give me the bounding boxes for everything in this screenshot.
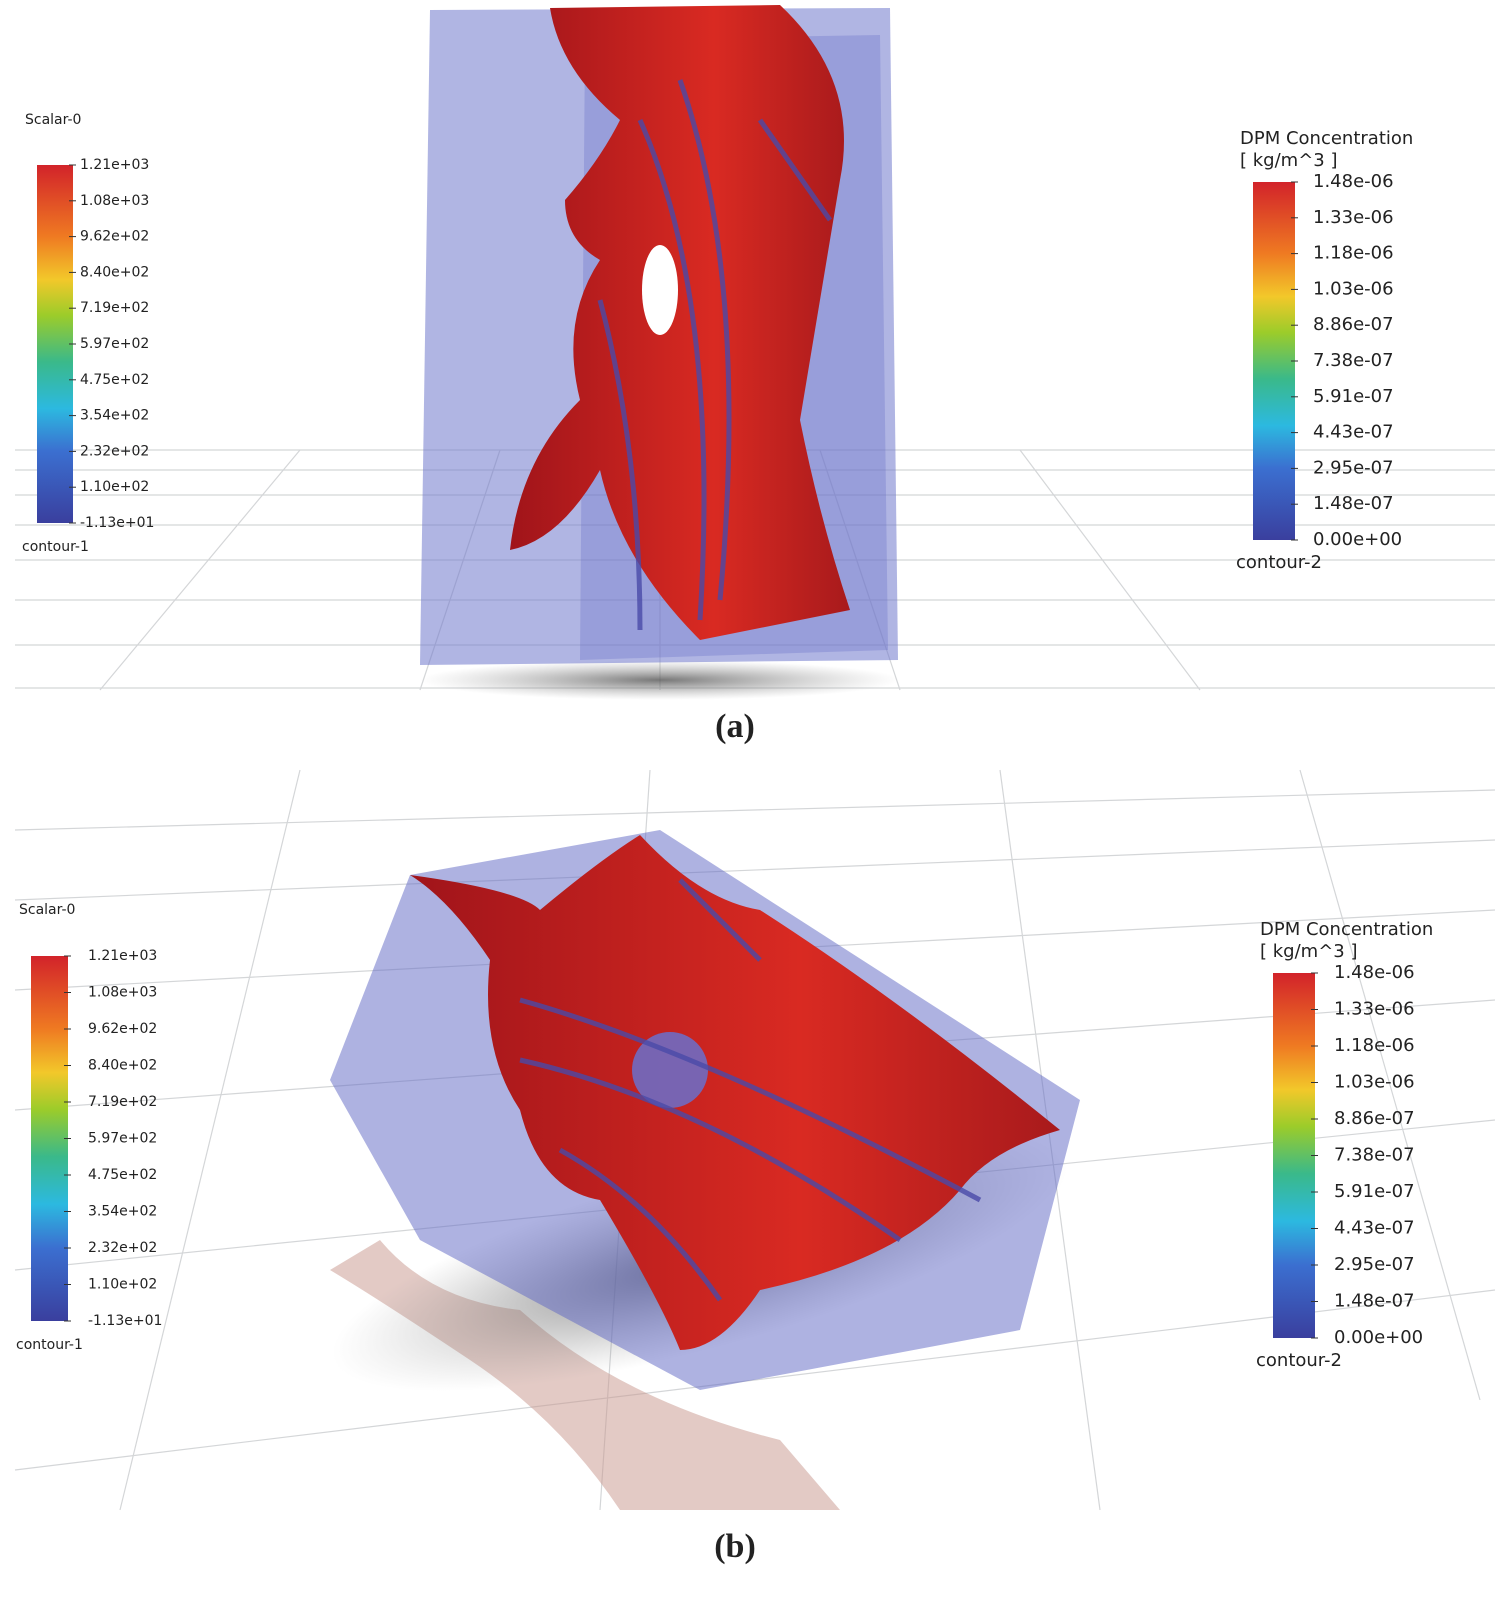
colorbar-label: 1.08e+03 (80, 193, 149, 209)
colorbar-label: 1.48e-07 (1313, 493, 1394, 514)
colorbar-label: 1.10e+02 (88, 1277, 157, 1293)
colorbar-label: 7.19e+02 (88, 1094, 157, 1110)
legend-name: contour-1 (22, 539, 89, 555)
legend-name: contour-2 (1236, 552, 1322, 573)
legend-title: Scalar-0 (19, 902, 75, 918)
colorbar-label: 0.00e+00 (1334, 1327, 1423, 1348)
opening (632, 1032, 708, 1108)
colorbar-label: 1.10e+02 (80, 479, 149, 495)
colorbar-label: 5.97e+02 (88, 1131, 157, 1147)
colorbar (1253, 182, 1295, 540)
legend-name: contour-1 (16, 1337, 83, 1353)
colorbar-label: -1.13e+01 (80, 515, 154, 531)
colorbar-label: 1.03e-06 (1334, 1072, 1415, 1093)
colorbar-label: 1.33e-06 (1313, 207, 1394, 228)
colorbar (1273, 973, 1315, 1338)
colorbar (37, 165, 73, 523)
legend-unit: [ kg/m^3 ] (1240, 150, 1337, 171)
colorbar-label: 4.43e-07 (1334, 1218, 1415, 1239)
particle-tracks (597, 79, 833, 631)
colorbar-label: 4.75e+02 (88, 1167, 157, 1183)
colorbar-label: 2.95e-07 (1334, 1254, 1415, 1275)
colorbar-label: 1.21e+03 (80, 157, 149, 173)
colorbar-label: 2.95e-07 (1313, 457, 1394, 478)
colorbar-label: 1.03e-06 (1313, 278, 1394, 299)
legend-title: Scalar-0 (25, 112, 81, 128)
colorbar-label: 8.40e+02 (88, 1058, 157, 1074)
colorbar-label: 3.54e+02 (88, 1204, 157, 1220)
legend-name: contour-2 (1256, 1350, 1342, 1371)
legend-title: DPM Concentration (1240, 128, 1413, 149)
airway-surface (410, 835, 1060, 1350)
colorbar-label: 1.48e-06 (1334, 962, 1415, 983)
colorbar-label: 7.38e-07 (1334, 1145, 1415, 1166)
colorbar-label: 4.75e+02 (80, 372, 149, 388)
colorbar-label: 1.33e-06 (1334, 999, 1415, 1020)
colorbar-label: 8.86e-07 (1334, 1108, 1415, 1129)
colorbar-label: 5.91e-07 (1334, 1181, 1415, 1202)
particle-tracks (519, 878, 982, 1302)
colorbar-label: 7.38e-07 (1313, 350, 1394, 371)
colorbar-label: 1.08e+03 (88, 985, 157, 1001)
legend-unit: [ kg/m^3 ] (1260, 941, 1357, 962)
colorbar-label: 1.48e-07 (1334, 1291, 1415, 1312)
airway-surface (510, 5, 850, 640)
colorbar-label: 3.54e+02 (80, 408, 149, 424)
colorbar-label: 1.18e-06 (1334, 1035, 1415, 1056)
caption: (b) (714, 1528, 756, 1565)
colorbar (31, 956, 68, 1321)
colorbar-label: 9.62e+02 (80, 229, 149, 245)
caption: (a) (715, 708, 755, 745)
colorbar-label: 1.18e-06 (1313, 243, 1394, 264)
colorbar-label: 2.32e+02 (80, 443, 149, 459)
colorbar-label: 2.32e+02 (88, 1240, 157, 1256)
colorbar-label: 4.43e-07 (1313, 422, 1394, 443)
colorbar-label: 8.40e+02 (80, 264, 149, 280)
colorbar-label: 9.62e+02 (88, 1021, 157, 1037)
colorbar-label: -1.13e+01 (88, 1313, 162, 1329)
opening (642, 245, 678, 335)
colorbar-label: 1.48e-06 (1313, 171, 1394, 192)
shadow (420, 660, 900, 700)
colorbar-label: 7.19e+02 (80, 300, 149, 316)
colorbar-label: 8.86e-07 (1313, 314, 1394, 335)
colorbar-label: 0.00e+00 (1313, 529, 1402, 550)
colorbar-label: 5.91e-07 (1313, 386, 1394, 407)
colorbar-label: 1.21e+03 (88, 948, 157, 964)
legend-title: DPM Concentration (1260, 919, 1433, 940)
colorbar-label: 5.97e+02 (80, 336, 149, 352)
